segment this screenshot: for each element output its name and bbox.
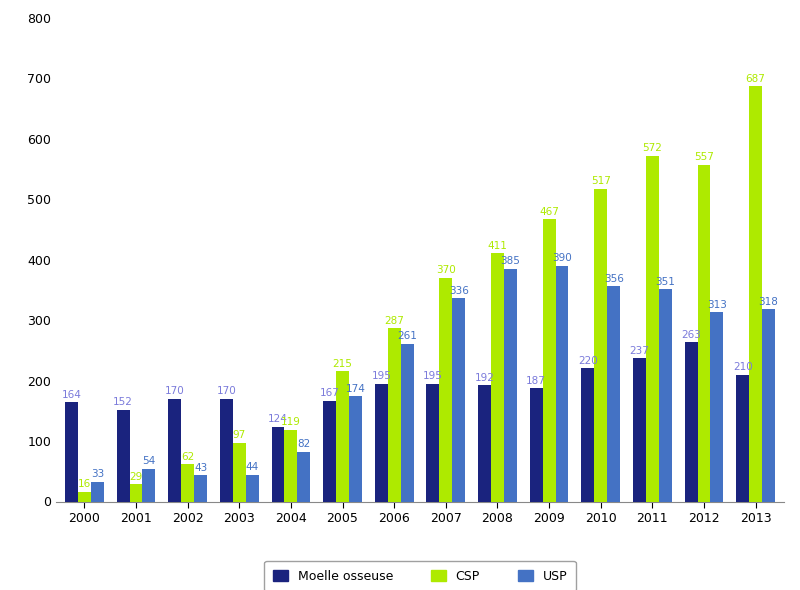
Bar bbox=[607, 286, 620, 502]
Text: 43: 43 bbox=[194, 463, 207, 473]
Bar bbox=[646, 156, 658, 502]
Text: 390: 390 bbox=[552, 253, 572, 263]
Bar bbox=[542, 219, 555, 502]
Text: 287: 287 bbox=[384, 316, 404, 326]
Text: 356: 356 bbox=[604, 274, 623, 284]
Bar bbox=[710, 312, 723, 502]
Bar bbox=[426, 384, 439, 502]
Bar bbox=[698, 165, 710, 502]
Text: 263: 263 bbox=[681, 330, 701, 340]
Text: 467: 467 bbox=[539, 206, 559, 217]
Bar bbox=[117, 409, 130, 502]
Bar bbox=[323, 401, 336, 502]
Text: 220: 220 bbox=[578, 356, 598, 366]
Bar bbox=[78, 492, 91, 502]
Bar bbox=[91, 481, 104, 501]
Legend: Moelle osseuse, CSP, USP: Moelle osseuse, CSP, USP bbox=[264, 561, 576, 590]
Text: 33: 33 bbox=[90, 469, 104, 479]
Text: 62: 62 bbox=[181, 451, 194, 461]
Text: 517: 517 bbox=[590, 176, 610, 186]
Text: 54: 54 bbox=[142, 457, 155, 467]
Text: 170: 170 bbox=[217, 386, 236, 396]
Text: 195: 195 bbox=[423, 371, 443, 381]
Text: 192: 192 bbox=[474, 373, 494, 383]
Bar bbox=[594, 189, 607, 502]
Text: 124: 124 bbox=[268, 414, 288, 424]
Bar bbox=[736, 375, 749, 501]
Text: 261: 261 bbox=[397, 331, 417, 341]
Bar bbox=[375, 384, 388, 502]
Text: 164: 164 bbox=[62, 390, 82, 400]
Bar bbox=[65, 402, 78, 502]
Text: 195: 195 bbox=[371, 371, 391, 381]
Bar bbox=[401, 343, 414, 502]
Bar bbox=[349, 396, 362, 502]
Bar bbox=[439, 278, 452, 502]
Bar bbox=[452, 299, 465, 502]
Text: 97: 97 bbox=[233, 431, 246, 440]
Bar bbox=[130, 484, 142, 502]
Bar bbox=[220, 399, 233, 502]
Text: 44: 44 bbox=[246, 463, 259, 473]
Text: 152: 152 bbox=[113, 397, 133, 407]
Bar bbox=[246, 475, 258, 502]
Bar bbox=[555, 266, 569, 502]
Text: 29: 29 bbox=[130, 471, 142, 481]
Text: 174: 174 bbox=[346, 384, 366, 394]
Text: 687: 687 bbox=[746, 74, 766, 84]
Bar bbox=[633, 358, 646, 502]
Bar bbox=[491, 253, 504, 502]
Text: 210: 210 bbox=[733, 362, 753, 372]
Bar bbox=[233, 443, 246, 501]
Text: 557: 557 bbox=[694, 152, 714, 162]
Text: 385: 385 bbox=[501, 256, 520, 266]
Bar bbox=[285, 430, 298, 502]
Bar bbox=[749, 86, 762, 501]
Text: 82: 82 bbox=[298, 440, 310, 450]
Text: 336: 336 bbox=[449, 286, 469, 296]
Text: 313: 313 bbox=[707, 300, 727, 310]
Bar bbox=[182, 464, 194, 502]
Bar bbox=[336, 372, 349, 502]
Text: 572: 572 bbox=[642, 143, 662, 153]
Bar bbox=[762, 309, 775, 502]
Bar bbox=[530, 388, 542, 502]
Bar bbox=[194, 476, 207, 502]
Bar bbox=[142, 469, 155, 502]
Text: 187: 187 bbox=[526, 376, 546, 386]
Bar bbox=[582, 368, 594, 502]
Bar bbox=[271, 427, 285, 502]
Bar bbox=[298, 452, 310, 502]
Text: 215: 215 bbox=[333, 359, 353, 369]
Text: 16: 16 bbox=[78, 480, 91, 490]
Text: 237: 237 bbox=[630, 346, 650, 356]
Text: 370: 370 bbox=[436, 266, 456, 276]
Text: 167: 167 bbox=[320, 388, 339, 398]
Text: 170: 170 bbox=[165, 386, 185, 396]
Text: 318: 318 bbox=[758, 297, 778, 307]
Bar bbox=[504, 268, 517, 502]
Bar bbox=[478, 385, 491, 502]
Bar bbox=[685, 342, 698, 502]
Bar bbox=[658, 289, 672, 502]
Bar bbox=[388, 328, 401, 502]
Text: 411: 411 bbox=[487, 241, 507, 251]
Text: 351: 351 bbox=[655, 277, 675, 287]
Text: 119: 119 bbox=[281, 417, 301, 427]
Bar bbox=[168, 399, 182, 502]
